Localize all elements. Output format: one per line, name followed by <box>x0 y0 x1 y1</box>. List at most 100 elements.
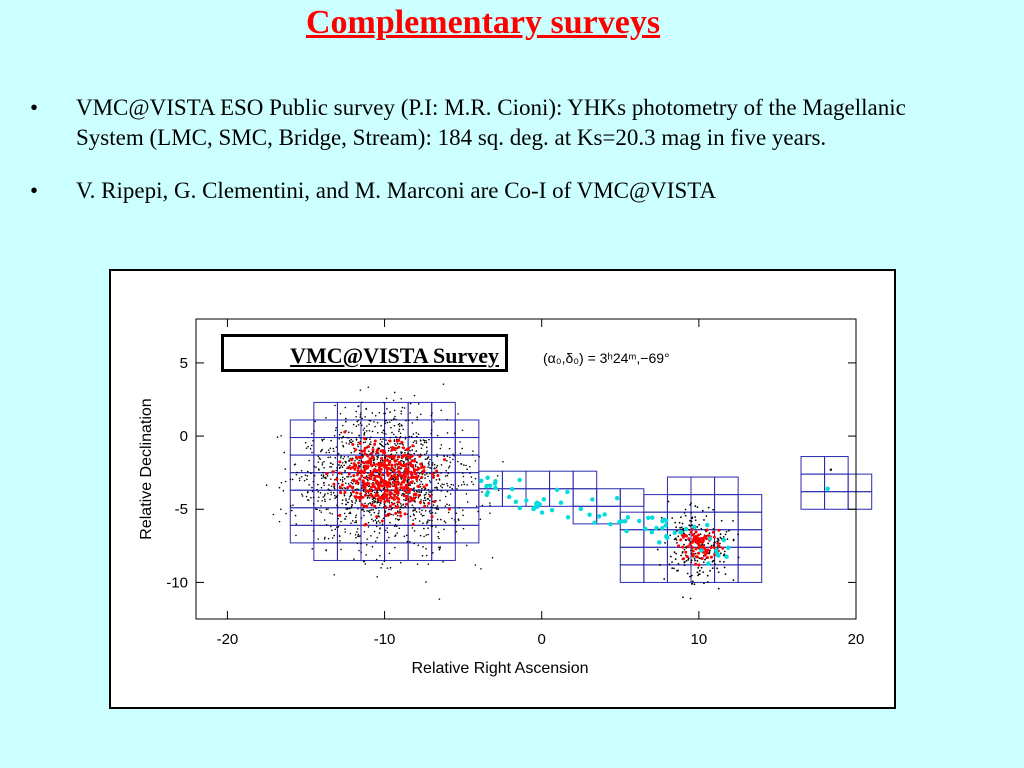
lmc-star-point <box>435 526 437 528</box>
lmc-star-point <box>336 526 338 528</box>
lmc-star-point <box>396 468 398 470</box>
lmc-dense-point <box>361 460 365 464</box>
lmc-star-point <box>331 537 334 539</box>
stream-star-point <box>829 468 833 471</box>
lmc-star-point <box>427 488 430 491</box>
lmc-star-point <box>386 442 389 445</box>
lmc-star-point <box>310 519 313 522</box>
lmc-star-point <box>407 459 409 462</box>
lmc-star-point <box>381 445 384 447</box>
lmc-dense-point <box>431 472 435 476</box>
lmc-star-point <box>466 501 469 503</box>
lmc-star-point <box>325 549 327 551</box>
lmc-star-point <box>411 504 414 506</box>
survey-tile <box>737 546 763 566</box>
lmc-star-point <box>441 486 443 489</box>
smc-star-point <box>711 567 714 570</box>
lmc-star-point <box>425 548 427 550</box>
lmc-star-point <box>377 454 380 457</box>
bridge-star-point <box>692 524 697 530</box>
lmc-star-point <box>306 491 309 494</box>
smc-star-point <box>697 567 700 569</box>
lmc-dense-point <box>358 498 362 502</box>
lmc-star-point <box>418 488 420 491</box>
lmc-star-point <box>365 430 368 432</box>
lmc-star-point <box>333 486 335 489</box>
survey-tile <box>431 437 456 456</box>
lmc-star-point <box>428 510 431 513</box>
lmc-star-point <box>438 531 440 534</box>
lmc-star-point <box>379 438 382 441</box>
lmc-star-point <box>426 450 428 453</box>
lmc-star-point <box>413 440 416 442</box>
lmc-star-point <box>379 554 381 557</box>
lmc-star-point <box>390 508 392 511</box>
lmc-star-point <box>338 433 341 436</box>
smc-star-point <box>702 571 705 574</box>
bridge-star-point <box>705 522 710 528</box>
lmc-star-point <box>434 486 436 489</box>
lmc-dense-point <box>331 470 335 474</box>
lmc-star-point <box>272 513 275 516</box>
lmc-star-point <box>338 464 340 466</box>
bridge-star-point <box>721 537 727 543</box>
lmc-dense-point <box>388 478 392 482</box>
lmc-dense-point <box>363 493 367 497</box>
lmc-star-point <box>334 457 337 459</box>
lmc-star-point <box>340 520 342 523</box>
lmc-star-point <box>361 417 364 420</box>
lmc-star-point <box>324 498 326 501</box>
survey-tile <box>800 491 826 510</box>
lmc-star-point <box>337 517 339 520</box>
lmc-star-point <box>365 407 368 410</box>
lmc-star-point <box>341 476 344 479</box>
lmc-dense-point <box>368 457 372 461</box>
lmc-dense-point <box>325 472 329 476</box>
bridge-star-point <box>506 494 512 500</box>
bridge-star-point <box>646 515 651 520</box>
smc-dense-point <box>679 538 683 542</box>
lmc-star-point <box>400 452 403 454</box>
lmc-star-point <box>421 509 423 512</box>
lmc-star-point <box>377 461 380 464</box>
annotation-text: (α₀,δ₀) = 3ʰ24ᵐ,−69° <box>543 350 670 366</box>
lmc-star-point <box>393 391 396 394</box>
smc-dense-point <box>694 547 698 551</box>
lmc-star-point <box>414 465 417 468</box>
lmc-star-point <box>352 423 355 426</box>
lmc-star-point <box>384 420 386 422</box>
lmc-star-point <box>350 522 352 525</box>
lmc-star-point <box>432 504 435 506</box>
lmc-dense-point <box>395 475 399 479</box>
lmc-star-point <box>350 500 353 502</box>
lmc-dense-point <box>402 494 406 498</box>
lmc-star-point <box>439 518 442 521</box>
lmc-star-point <box>323 519 326 521</box>
lmc-dense-point <box>350 458 354 462</box>
lmc-star-point <box>418 479 421 481</box>
lmc-star-point <box>362 508 365 511</box>
lmc-star-point <box>437 508 440 511</box>
bridge-star-point <box>724 554 729 559</box>
lmc-star-point <box>333 434 336 437</box>
lmc-dense-point <box>377 462 381 466</box>
lmc-star-point <box>427 519 429 521</box>
lmc-star-point <box>396 532 398 534</box>
lmc-star-point <box>285 512 287 515</box>
lmc-star-point <box>425 581 427 583</box>
lmc-star-point <box>332 447 335 450</box>
lmc-star-point <box>461 447 463 450</box>
lmc-star-point <box>341 424 344 427</box>
lmc-dense-point <box>400 440 404 444</box>
lmc-star-point <box>481 504 484 507</box>
lmc-star-point <box>434 467 436 470</box>
lmc-star-point <box>474 459 477 462</box>
plot-frame <box>195 318 857 620</box>
smc-dense-point <box>704 537 708 541</box>
survey-tile <box>313 524 338 544</box>
lmc-star-point <box>417 403 420 405</box>
lmc-star-point <box>321 462 324 464</box>
bridge-star-point <box>565 515 571 520</box>
lmc-star-point <box>404 452 406 454</box>
lmc-star-point <box>381 459 384 462</box>
